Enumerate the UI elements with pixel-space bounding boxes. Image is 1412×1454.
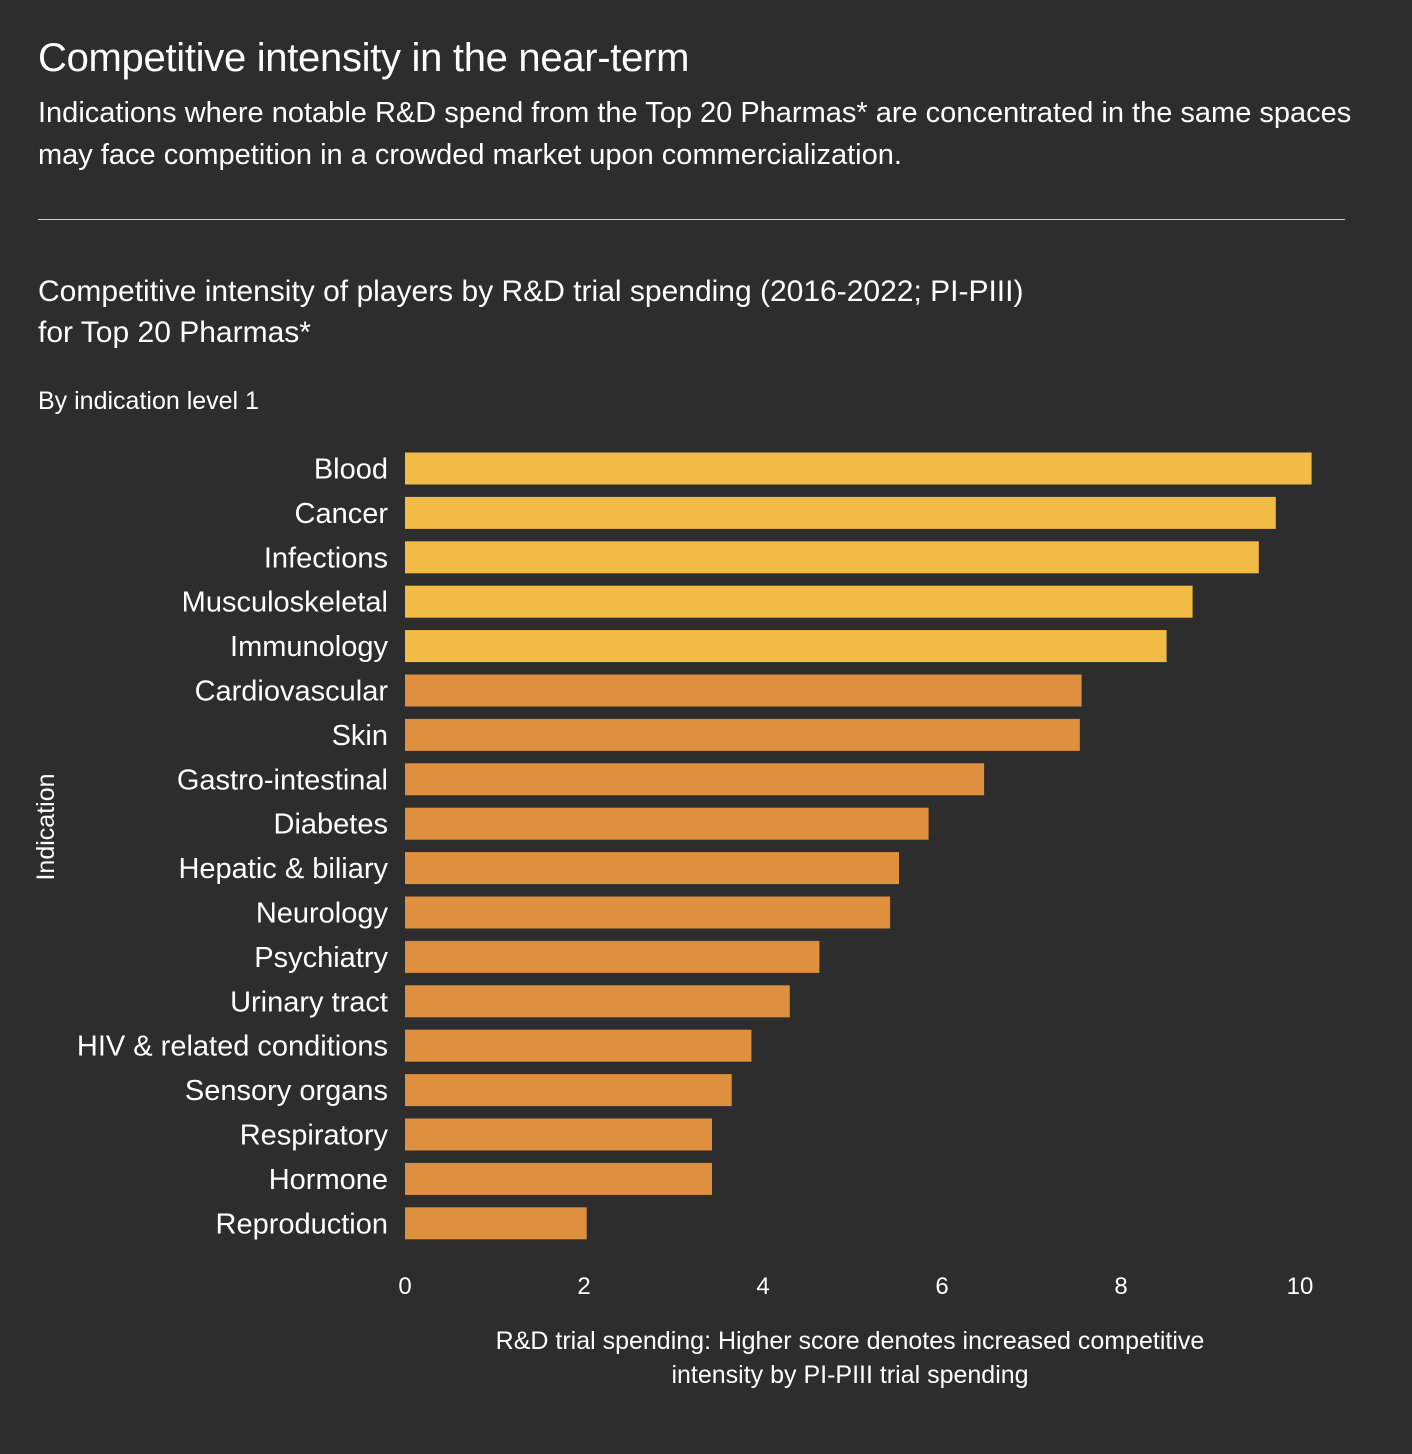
category-label-cancer: Cancer bbox=[295, 498, 389, 530]
category-label-musculoskeletal: Musculoskeletal bbox=[182, 587, 388, 619]
bar-hormone bbox=[405, 1162, 712, 1195]
category-label-blood: Blood bbox=[314, 454, 388, 486]
bar-hepatic-and-biliary bbox=[405, 852, 899, 885]
bar-musculoskeletal bbox=[405, 585, 1193, 618]
category-label-respiratory: Respiratory bbox=[240, 1120, 389, 1152]
bar-immunology bbox=[405, 630, 1167, 663]
category-label-skin: Skin bbox=[332, 720, 388, 752]
chart-title: Competitive intensity of players by R&D … bbox=[38, 275, 1024, 349]
x-axis-label: R&D trial spending: Higher score denotes… bbox=[495, 1327, 1205, 1389]
category-label-immunology: Immunology bbox=[230, 631, 388, 663]
category-label-psychiatry: Psychiatry bbox=[254, 942, 388, 974]
category-label-neurology: Neurology bbox=[256, 898, 389, 930]
category-label-hormone: Hormone bbox=[269, 1164, 388, 1196]
bar-infections bbox=[405, 541, 1259, 574]
category-label-infections: Infections bbox=[264, 542, 388, 574]
bar-skin bbox=[405, 718, 1080, 751]
x-tick-label-6: 6 bbox=[935, 1273, 948, 1300]
x-tick-label-10: 10 bbox=[1287, 1273, 1314, 1300]
x-tick-label-0: 0 bbox=[398, 1273, 411, 1300]
y-axis-label: Indication bbox=[32, 773, 60, 880]
category-label-diabetes: Diabetes bbox=[274, 809, 388, 841]
bar-diabetes bbox=[405, 807, 929, 840]
bar-neurology bbox=[405, 896, 891, 929]
x-tick-label-4: 4 bbox=[756, 1273, 769, 1300]
bar-cardiovascular bbox=[405, 674, 1082, 707]
category-labels-group: Blood Cancer Infections Musculoskeletal Immu… bbox=[77, 454, 389, 1241]
bars-group bbox=[405, 452, 1312, 1240]
bar-blood bbox=[405, 452, 1312, 485]
category-label-gastro-intestinal: Gastro-intestinal bbox=[177, 764, 388, 796]
x-tick-label-2: 2 bbox=[577, 1273, 590, 1300]
bar-cancer bbox=[405, 496, 1276, 529]
chart-subtitle: By indication level 1 bbox=[38, 387, 259, 415]
bar-psychiatry bbox=[405, 940, 820, 973]
page-subtitle: Indications where notable R&D spend from… bbox=[38, 97, 1352, 171]
bar-gastro-intestinal bbox=[405, 763, 985, 796]
bar-urinary-tract bbox=[405, 985, 790, 1018]
bar-reproduction bbox=[405, 1207, 587, 1240]
category-label-urinary-tract: Urinary tract bbox=[230, 986, 388, 1018]
x-tick-labels-group: 0 2 4 6 8 10 bbox=[398, 1273, 1313, 1300]
x-tick-label-8: 8 bbox=[1114, 1273, 1127, 1300]
category-label-sensory-organs: Sensory organs bbox=[185, 1075, 388, 1107]
page-title: Competitive intensity in the near-term bbox=[38, 36, 690, 80]
bar-hiv-and-related-conditions bbox=[405, 1029, 752, 1062]
category-label-reproduction: Reproduction bbox=[216, 1208, 389, 1240]
category-label-cardiovascular: Cardiovascular bbox=[195, 676, 389, 708]
category-label-hiv-and-related-conditions: HIV & related conditions bbox=[77, 1031, 388, 1063]
bar-sensory-organs bbox=[405, 1074, 732, 1107]
section-divider bbox=[38, 219, 1345, 220]
category-label-hepatic-and-biliary: Hepatic & biliary bbox=[178, 853, 388, 885]
bar-respiratory bbox=[405, 1118, 712, 1151]
